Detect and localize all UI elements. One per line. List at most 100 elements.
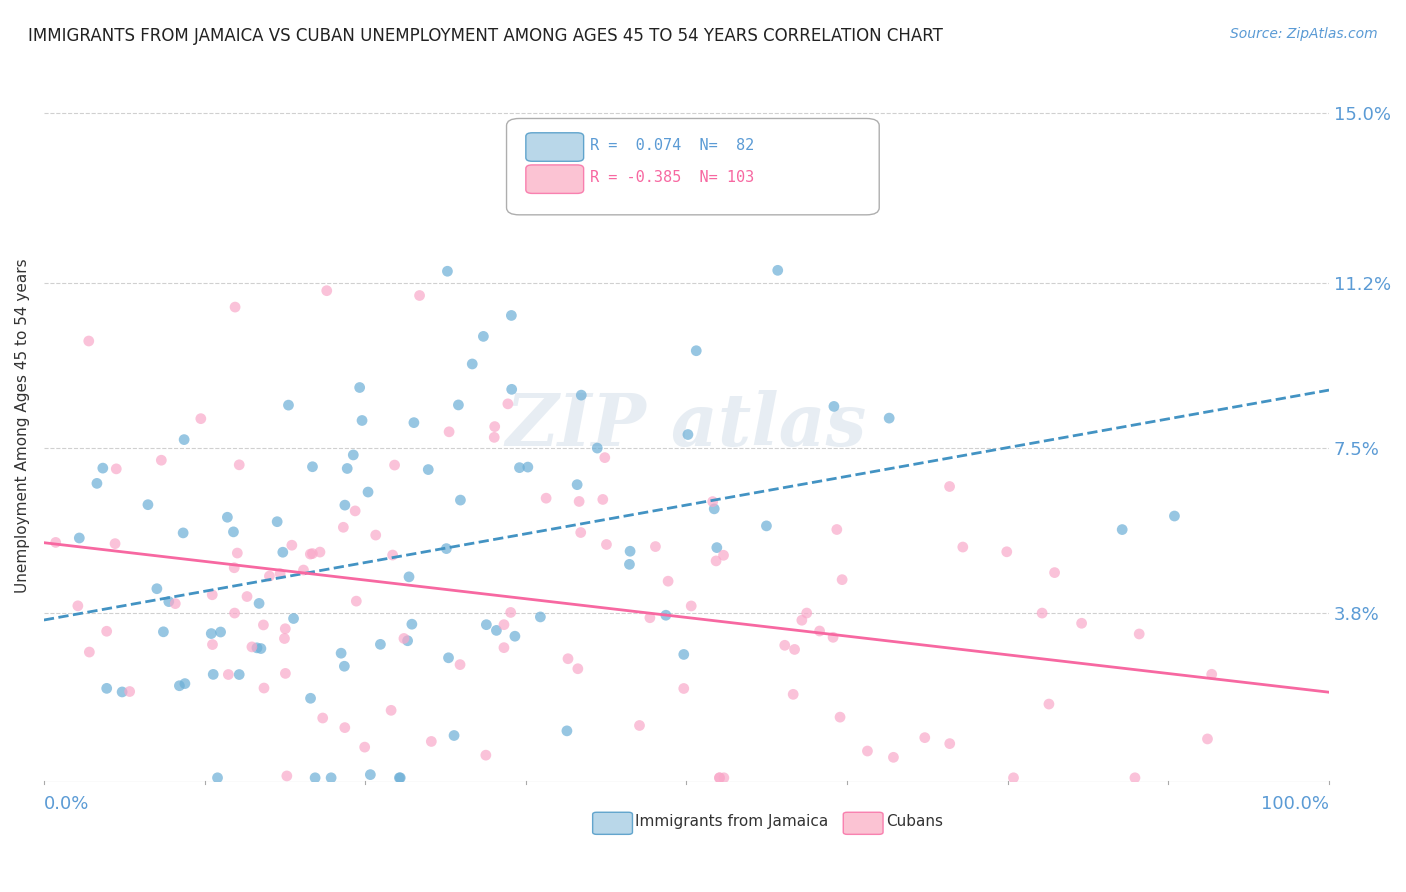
Point <box>766 263 789 277</box>
Text: Source: ZipAtlas.com: Source: ZipAtlas.com <box>1230 27 1378 41</box>
Point <box>292 563 315 577</box>
Point <box>499 606 522 620</box>
Point <box>86 476 108 491</box>
Point <box>557 651 579 665</box>
Point <box>380 703 402 717</box>
Point <box>1043 566 1066 580</box>
Point <box>1070 616 1092 631</box>
Point <box>825 523 848 537</box>
Point <box>333 659 356 673</box>
Point <box>277 398 299 412</box>
Point <box>224 300 246 314</box>
Point <box>619 558 641 572</box>
Point <box>253 681 276 695</box>
Point <box>276 769 298 783</box>
Point <box>447 398 470 412</box>
Point <box>364 528 387 542</box>
Point <box>492 640 515 655</box>
Point <box>828 710 851 724</box>
Point <box>938 737 960 751</box>
Point <box>224 560 246 574</box>
Text: Cubans: Cubans <box>886 814 942 829</box>
Point <box>569 388 592 402</box>
Point <box>508 460 530 475</box>
Point <box>713 549 735 563</box>
Point <box>150 453 173 467</box>
Point <box>281 538 304 552</box>
FancyBboxPatch shape <box>526 133 583 161</box>
Point <box>823 400 845 414</box>
Point <box>420 734 443 748</box>
Point <box>269 566 291 581</box>
Point <box>408 288 430 302</box>
Text: 0.0%: 0.0% <box>44 795 89 814</box>
Point <box>709 771 731 785</box>
Point <box>709 771 731 785</box>
Point <box>593 450 616 465</box>
Point <box>534 491 557 506</box>
Point <box>79 645 101 659</box>
Point <box>1128 627 1150 641</box>
Y-axis label: Unemployment Among Ages 45 to 54 years: Unemployment Among Ages 45 to 54 years <box>15 258 30 592</box>
Point <box>437 650 460 665</box>
Point <box>96 624 118 639</box>
Point <box>105 462 128 476</box>
Point <box>315 284 337 298</box>
Point <box>77 334 100 348</box>
Point <box>274 622 297 636</box>
Point <box>592 492 614 507</box>
Point <box>299 547 322 561</box>
Point <box>207 771 229 785</box>
Point <box>938 479 960 493</box>
Point <box>449 657 471 672</box>
Point <box>565 477 588 491</box>
Point <box>449 493 471 508</box>
Point <box>704 554 727 568</box>
Point <box>217 510 239 524</box>
Point <box>914 731 936 745</box>
FancyBboxPatch shape <box>844 813 883 834</box>
Point <box>595 537 617 551</box>
Point <box>856 744 879 758</box>
Text: IMMIGRANTS FROM JAMAICA VS CUBAN UNEMPLOYMENT AMONG AGES 45 TO 54 YEARS CORRELAT: IMMIGRANTS FROM JAMAICA VS CUBAN UNEMPLO… <box>28 27 943 45</box>
Point <box>823 630 845 644</box>
Text: Immigrants from Jamaica: Immigrants from Jamaica <box>636 814 828 829</box>
Point <box>321 771 343 785</box>
Point <box>336 461 359 475</box>
Point <box>681 599 703 613</box>
Point <box>436 264 458 278</box>
Point <box>273 632 295 646</box>
Point <box>401 617 423 632</box>
Point <box>283 611 305 625</box>
Point <box>796 606 818 620</box>
Point <box>568 494 591 508</box>
Point <box>628 718 651 732</box>
Point <box>266 515 288 529</box>
Point <box>333 498 356 512</box>
Point <box>67 531 90 545</box>
Point <box>222 524 245 539</box>
Point <box>200 626 222 640</box>
Point <box>202 667 225 681</box>
Point <box>516 460 538 475</box>
Point <box>217 667 239 681</box>
Point <box>333 721 356 735</box>
Point <box>169 679 191 693</box>
Point <box>118 684 141 698</box>
Point <box>236 590 259 604</box>
Point <box>389 771 412 785</box>
Point <box>831 573 853 587</box>
Point <box>672 648 695 662</box>
Point <box>755 519 778 533</box>
Point <box>703 501 725 516</box>
Point <box>443 729 465 743</box>
Point <box>882 750 904 764</box>
Point <box>274 666 297 681</box>
Point <box>619 544 641 558</box>
Point <box>475 617 498 632</box>
Point <box>437 425 460 439</box>
Point <box>342 448 364 462</box>
Point <box>359 767 381 781</box>
Point <box>271 545 294 559</box>
Point <box>995 545 1018 559</box>
